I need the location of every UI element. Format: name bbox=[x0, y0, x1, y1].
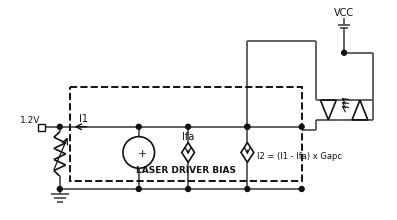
Circle shape bbox=[57, 187, 62, 191]
Circle shape bbox=[299, 187, 304, 191]
Circle shape bbox=[299, 124, 304, 129]
Circle shape bbox=[186, 187, 191, 191]
Text: VCC: VCC bbox=[334, 8, 354, 18]
Text: Ifa: Ifa bbox=[182, 132, 194, 142]
Circle shape bbox=[245, 124, 250, 129]
Text: I1: I1 bbox=[79, 114, 88, 124]
Text: 1.2V: 1.2V bbox=[20, 116, 40, 125]
Circle shape bbox=[186, 124, 191, 129]
Bar bbox=[69, 87, 302, 181]
Circle shape bbox=[57, 124, 62, 129]
Text: +: + bbox=[138, 149, 147, 160]
Circle shape bbox=[136, 187, 141, 191]
Circle shape bbox=[136, 124, 141, 129]
Circle shape bbox=[342, 50, 347, 55]
Circle shape bbox=[245, 124, 250, 129]
Text: I2 = (I1 - Ifa) x Gapc: I2 = (I1 - Ifa) x Gapc bbox=[257, 152, 342, 161]
Bar bbox=[38, 124, 45, 131]
Text: LASER DRIVER BIAS: LASER DRIVER BIAS bbox=[136, 166, 236, 175]
Circle shape bbox=[245, 187, 250, 191]
